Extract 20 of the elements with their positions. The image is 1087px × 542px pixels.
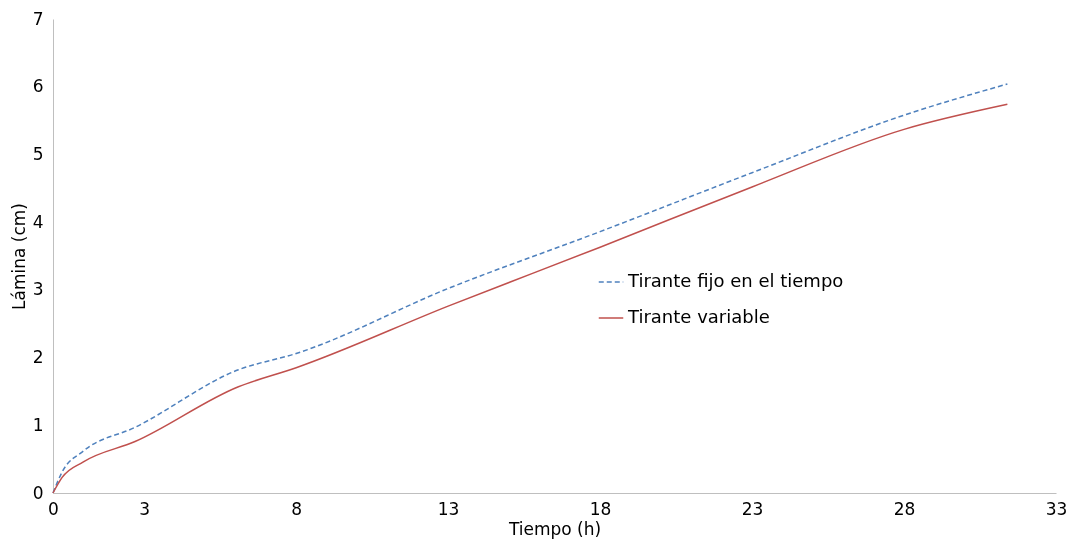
legend-label: Tirante variable [627,306,770,327]
x-axis-title: Tiempo (h) [507,518,602,539]
legend-label: Tirante fijo en el tiempo [627,270,844,291]
x-tick-label: 3 [139,498,151,519]
y-tick-label: 7 [32,8,44,29]
x-tick-label: 28 [893,498,916,519]
x-tick-label: 33 [1045,498,1068,519]
x-tick-label: 8 [291,498,303,519]
y-tick-label: 2 [32,347,44,368]
y-tick-label: 6 [32,76,44,97]
y-tick-label: 3 [32,279,44,300]
y-tick-label: 1 [32,414,44,435]
x-tick-label: 0 [48,498,59,519]
x-tick-label: 18 [589,498,612,519]
x-tick-label: 23 [741,498,764,519]
x-tick-label: 13 [437,498,460,519]
y-tick-label: 0 [32,482,44,503]
y-tick-label: 4 [32,211,44,232]
y-tick-label: 5 [32,143,44,164]
y-axis-title: Lámina (cm) [8,203,29,310]
